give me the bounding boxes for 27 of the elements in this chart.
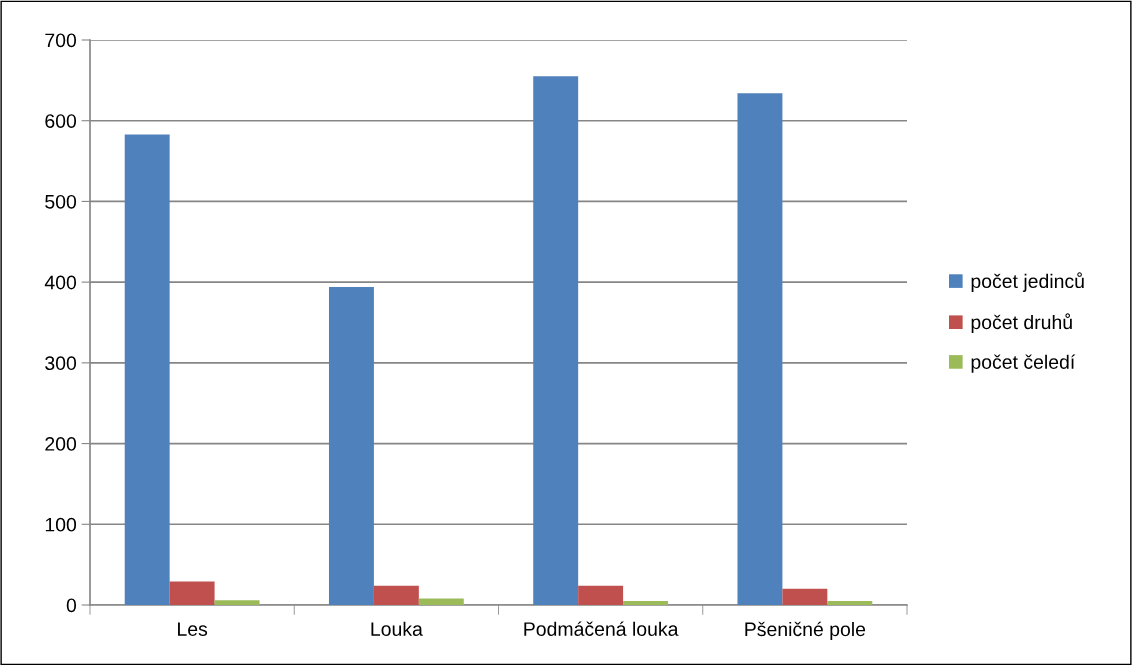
x-tick-label: Les [178, 622, 208, 636]
y-tick-label: 300 [45, 356, 77, 371]
legend-label: počet čeledí [971, 354, 1076, 373]
y-tick-label: 600 [45, 114, 77, 128]
bar [827, 600, 873, 605]
bar [782, 588, 828, 605]
x-tick-label: Pšeničné pole [745, 621, 866, 641]
y-tick-label: 200 [45, 437, 77, 451]
y-tick-label: 500 [45, 194, 77, 209]
bar [373, 585, 419, 605]
bar [418, 598, 464, 605]
bar [169, 581, 215, 605]
bar [533, 76, 579, 605]
bar [623, 600, 669, 605]
x-tick-label: Louka [371, 621, 423, 636]
y-tick-label: 400 [44, 275, 77, 290]
bar [578, 585, 624, 605]
x-tick-label: Podmáčená louka [524, 621, 679, 636]
y-tick-label: 100 [45, 517, 77, 532]
bar [328, 286, 374, 605]
legend-label: počet druhů [971, 313, 1072, 334]
bar [214, 600, 260, 605]
y-tick-label: 700 [45, 33, 77, 48]
bar [737, 93, 783, 605]
bar [124, 134, 170, 605]
legend-label: počet jedinců [971, 272, 1084, 292]
y-tick-label: 0 [66, 598, 77, 613]
